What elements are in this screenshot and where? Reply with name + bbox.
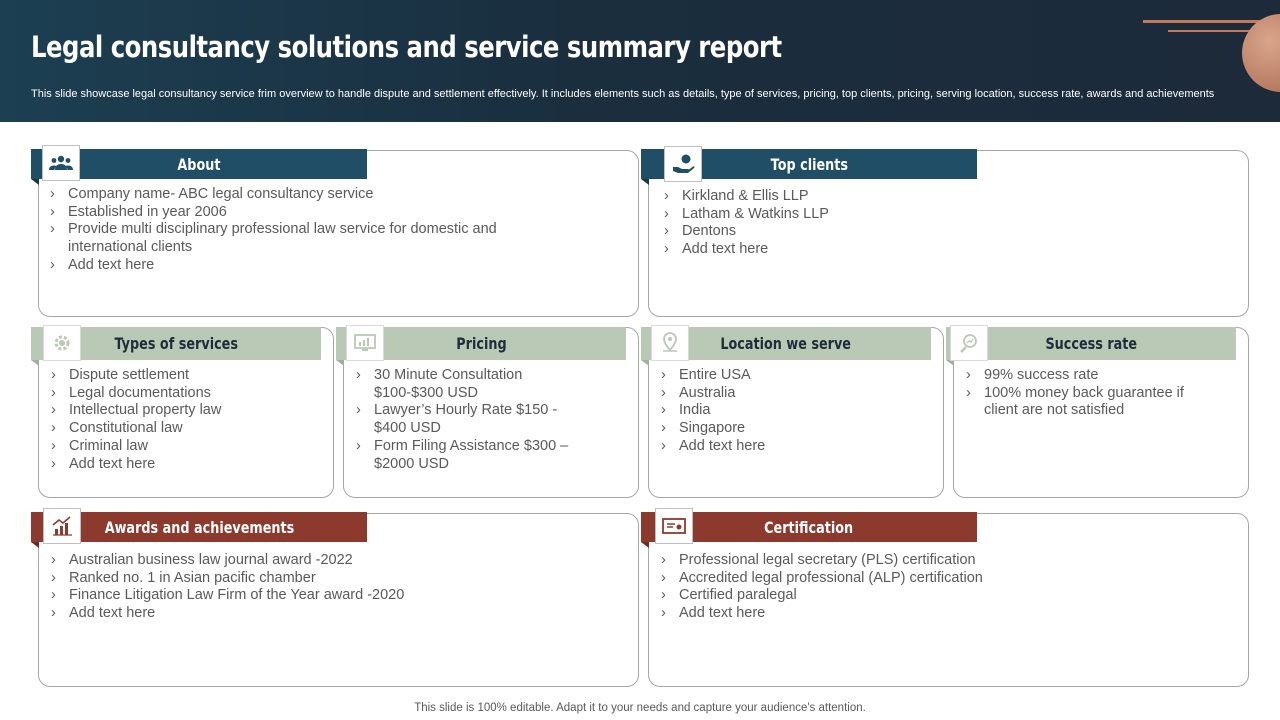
list-item: Lawyer’s Hourly Rate $150 - $400 USD <box>354 402 584 437</box>
awards-title: Awards and achievements <box>104 517 294 537</box>
top-clients-title: Top clients <box>770 154 848 174</box>
list-item: Company name- ABC legal consultancy serv… <box>48 186 518 204</box>
tab-notch <box>641 542 649 548</box>
location-title: Location we serve <box>720 334 852 353</box>
list-item: 99% success rate <box>964 367 1189 385</box>
list-item: Australia <box>659 385 929 403</box>
success-rate-tab: Success rate <box>946 327 1236 360</box>
certification-card: Professional legal secretary (PLS) certi… <box>648 513 1249 687</box>
list-item: Singapore <box>659 420 929 438</box>
top-clients-list: Kirkland & Ellis LLP Latham & Watkins LL… <box>662 188 1162 259</box>
location-tab: Location we serve <box>641 327 931 360</box>
bar-chart-growth-icon <box>43 508 81 544</box>
certification-title: Certification <box>764 517 854 537</box>
about-title: About <box>177 154 221 174</box>
list-item: Intellectual property law <box>49 402 319 420</box>
tab-notch <box>641 360 649 366</box>
list-item: Form Filing Assistance $300 – $2000 USD <box>354 438 584 473</box>
list-item: Constitutional law <box>49 420 319 438</box>
certification-list: Professional legal secretary (PLS) certi… <box>659 552 1159 623</box>
list-item: Add text here <box>662 241 1162 259</box>
awards-card: Australian business law journal award -2… <box>38 513 639 687</box>
list-item: Ranked no. 1 in Asian pacific chamber <box>49 570 549 588</box>
hand-coin-icon <box>664 146 702 182</box>
monitor-chart-icon <box>346 325 384 361</box>
list-item: Add text here <box>659 605 1159 623</box>
header-banner: Legal consultancy solutions and service … <box>0 0 1280 122</box>
pricing-list: 30 Minute Consultation $100-$300 USD Law… <box>354 367 584 473</box>
list-item: Criminal law <box>49 438 319 456</box>
gear-settings-icon <box>43 325 81 361</box>
certificate-icon <box>655 508 693 544</box>
tab-notch <box>336 360 344 366</box>
page-subtitle: This slide showcase legal consultancy se… <box>31 88 1215 100</box>
tab-notch <box>946 360 954 366</box>
awards-tab: Awards and achievements <box>31 512 367 542</box>
certification-tab: Certification <box>641 512 977 542</box>
types-of-services-list: Dispute settlement Legal documentations … <box>49 367 319 473</box>
list-item: Legal documentations <box>49 385 319 403</box>
list-item: 30 Minute Consultation $100-$300 USD <box>354 367 584 402</box>
list-item: Professional legal secretary (PLS) certi… <box>659 552 1159 570</box>
tab-notch <box>31 360 39 366</box>
list-item: Add text here <box>49 456 319 474</box>
magnifier-chart-icon <box>950 325 988 361</box>
decorative-line <box>1168 30 1280 32</box>
tab-notch <box>31 179 39 185</box>
list-item: Dispute settlement <box>49 367 319 385</box>
location-list: Entire USA Australia India Singapore Add… <box>659 367 929 456</box>
list-item: Finance Litigation Law Firm of the Year … <box>49 587 549 605</box>
about-list: Company name- ABC legal consultancy serv… <box>48 186 518 275</box>
list-item: Provide multi disciplinary professional … <box>48 221 518 256</box>
list-item: Accredited legal professional (ALP) cert… <box>659 570 1159 588</box>
list-item: Australian business law journal award -2… <box>49 552 549 570</box>
about-tab: About <box>31 149 367 179</box>
success-rate-title: Success rate <box>1045 334 1137 353</box>
page-title: Legal consultancy solutions and service … <box>31 30 782 64</box>
types-of-services-title: Types of services <box>114 334 238 353</box>
map-pin-icon <box>651 325 689 361</box>
list-item: Add text here <box>49 605 549 623</box>
tab-notch <box>31 542 39 548</box>
people-group-icon <box>42 145 80 181</box>
success-rate-list: 99% success rate 100% money back guarant… <box>964 367 1189 420</box>
list-item: Certified paralegal <box>659 587 1159 605</box>
pricing-tab: Pricing <box>336 327 626 360</box>
list-item: Kirkland & Ellis LLP <box>662 188 1162 206</box>
list-item: Add text here <box>48 257 518 275</box>
pricing-title: Pricing <box>455 334 507 353</box>
decorative-line <box>1143 20 1280 23</box>
footer-note: This slide is 100% editable. Adapt it to… <box>414 702 866 714</box>
tab-notch <box>641 179 649 185</box>
list-item: Add text here <box>659 438 929 456</box>
awards-list: Australian business law journal award -2… <box>49 552 549 623</box>
list-item: India <box>659 402 929 420</box>
list-item: Dentons <box>662 223 1162 241</box>
list-item: 100% money back guarantee if client are … <box>964 385 1189 420</box>
list-item: Entire USA <box>659 367 929 385</box>
list-item: Latham & Watkins LLP <box>662 206 1162 224</box>
decorative-circle <box>1242 14 1280 92</box>
list-item: Established in year 2006 <box>48 204 518 222</box>
